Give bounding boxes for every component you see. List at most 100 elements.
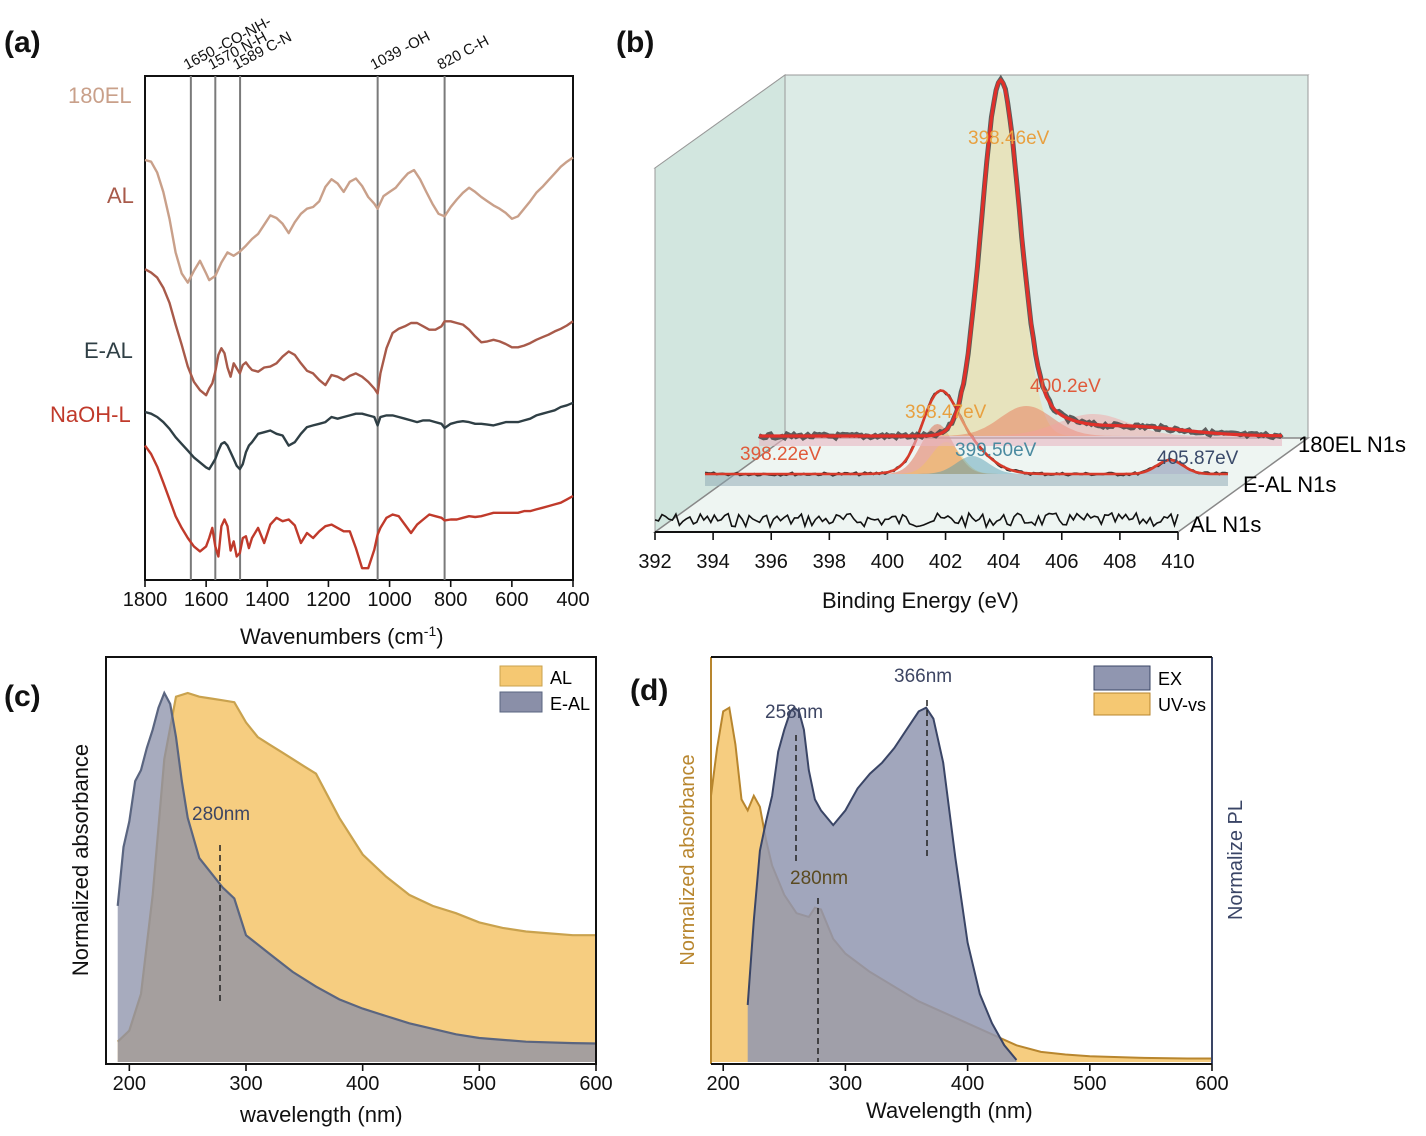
series-label-al-n1s: AL N1s [1190, 512, 1261, 537]
annotation-400-2: 400.2eV [1030, 376, 1101, 397]
line-al [116, 691, 596, 1043]
panel-a-series [144, 156, 574, 570]
legend-label-al: AL [550, 668, 572, 688]
annotation-405-87: 405.87eV [1157, 448, 1239, 469]
x-tick-label-b-408: 408 [1103, 551, 1136, 573]
x-tick-label-a-800: 800 [434, 589, 467, 611]
panel-d-areas [710, 706, 1212, 1062]
panel-b-x-ticks: 392 394 396 398 400 402 404 406 408 410 [638, 532, 1195, 573]
area-e-al [117, 693, 596, 1062]
panel-c-y-axis-title: Normalized absorbance [68, 744, 93, 976]
line-ex [746, 706, 1018, 1061]
panel-d-y-axis-title: Normalized absorbance [677, 754, 699, 965]
series-line-naoh-l [144, 444, 574, 570]
x-tick-label-c-600: 600 [579, 1073, 612, 1095]
series-label-180el-n1s: 180EL N1s [1298, 432, 1406, 457]
x-tick-label-a-1000: 1000 [367, 589, 412, 611]
panel-b-xps: 392 394 396 398 400 402 404 406 408 410 Binding E… [638, 74, 1406, 613]
annotation-280nm: 280nm [192, 804, 250, 825]
annotation-398-46: 398.46eV [968, 128, 1050, 149]
xps-e-al-component-2 [705, 456, 1228, 474]
x-tick-label-a-1200: 1200 [306, 589, 351, 611]
legend-swatch-e-al [499, 691, 543, 713]
legend-label-e-al: E-AL [550, 694, 590, 714]
annotation-258nm: 258nm [765, 702, 823, 723]
panel-c-frame [105, 656, 597, 1065]
x-tick-label-d-200: 200 [707, 1073, 740, 1095]
annotation-399-50: 399.50eV [955, 440, 1037, 461]
x-tick-label-b-394: 394 [696, 551, 729, 573]
panel-c-absorbance: 200 300 400 500 600 wavelength (nm) Normaliz… [68, 656, 613, 1127]
x-tick-label-c-500: 500 [463, 1073, 496, 1095]
panel-c-legend: AL E-AL [499, 665, 590, 714]
panel-c-x-ticks: 200 300 400 500 600 [113, 1064, 613, 1095]
xps-180el-component-0 [759, 91, 1282, 436]
panel-c-x-axis-title: wavelength (nm) [239, 1102, 403, 1127]
xps-line-al-n1s [654, 511, 1179, 530]
series-label-e-al-n1s: E-AL N1s [1243, 472, 1336, 497]
legend-swatch-ex [1093, 665, 1151, 691]
series-line-e-al [144, 401, 574, 471]
panel-d-legend: EX UV-vs [1093, 665, 1206, 716]
annotation-398-22: 398.22eV [740, 444, 822, 465]
panel-c-areas [116, 690, 597, 1062]
xps-e-al-component-1 [705, 442, 1228, 474]
legend-label-uv-vs: UV-vs [1158, 695, 1206, 715]
panel-b-spectra [654, 74, 1284, 530]
x-tick-label-b-398: 398 [813, 551, 846, 573]
reference-label-820: 820 C-H [434, 32, 491, 73]
x-tick-label-a-1600: 1600 [184, 589, 229, 611]
x-tick-label-b-406: 406 [1045, 551, 1078, 573]
x-tick-label-b-404: 404 [987, 551, 1020, 573]
legend-swatch-al [499, 665, 543, 687]
x-tick-label-a-600: 600 [495, 589, 528, 611]
reference-label-1039: 1039 -OH [368, 28, 433, 74]
panel-label-a: (a) [4, 26, 41, 59]
x-tick-label-d-300: 300 [829, 1073, 862, 1095]
x-tick-label-d-500: 500 [1073, 1073, 1106, 1095]
panel-b-x-axis-title: Binding Energy (eV) [822, 588, 1019, 613]
xps-180el-component-1 [759, 406, 1282, 436]
x-tick-label-c-300: 300 [229, 1073, 262, 1095]
panel-a-frame [144, 75, 574, 581]
panel-d-x-axis-title: Wavelength (nm) [866, 1098, 1033, 1123]
panel-label-d: (d) [630, 674, 668, 707]
area-ex [747, 707, 1017, 1062]
panel-d-right-axis-title: Normalize PL [1225, 800, 1247, 920]
x-tick-label-c-200: 200 [113, 1073, 146, 1095]
panel-label-c: (c) [4, 680, 41, 713]
panel-a-x-ticks: 1800 1600 1400 1200 1000 800 600 400 [123, 580, 590, 611]
x-tick-label-d-600: 600 [1195, 1073, 1228, 1095]
x-tick-label-b-400: 400 [871, 551, 904, 573]
x-tick-label-a-1800: 1800 [123, 589, 168, 611]
xps-e-al-baseline-band [705, 474, 1228, 486]
xps-fit-180el-n1s [759, 77, 1283, 438]
series-label-al: AL [107, 183, 134, 208]
panel-d-x-ticks: 200 300 400 500 600 [707, 1064, 1229, 1095]
panel-a-x-axis-title: Wavenumbers (cm-1) [240, 623, 444, 649]
series-label-180el: 180EL [68, 83, 132, 108]
x-tick-label-b-396: 396 [755, 551, 788, 573]
x-tick-label-a-400: 400 [556, 589, 589, 611]
series-label-e-al: E-AL [84, 338, 133, 363]
legend-label-ex: EX [1158, 669, 1182, 689]
series-line-al [144, 268, 574, 397]
x-tick-label-b-402: 402 [929, 551, 962, 573]
annotation-398-47: 398.47eV [905, 402, 987, 423]
x-tick-label-b-392: 392 [638, 551, 671, 573]
x-tick-label-a-1400: 1400 [245, 589, 290, 611]
x-tick-label-d-400: 400 [951, 1073, 984, 1095]
annotation-280nm-d: 280nm [790, 868, 848, 889]
x-tick-label-c-400: 400 [346, 1073, 379, 1095]
annotation-366nm: 366nm [894, 666, 952, 687]
series-label-naoh-l: NaOH-L [50, 402, 131, 427]
legend-swatch-uv-vs [1093, 692, 1151, 716]
line-e-al [116, 690, 597, 1045]
panel-d-ex-uv: 200 300 400 500 600 Wavelength (nm) Normaliz… [677, 656, 1247, 1123]
series-line-180el [144, 156, 574, 284]
panel-label-b: (b) [616, 26, 654, 59]
x-tick-label-b-410: 410 [1161, 551, 1194, 573]
